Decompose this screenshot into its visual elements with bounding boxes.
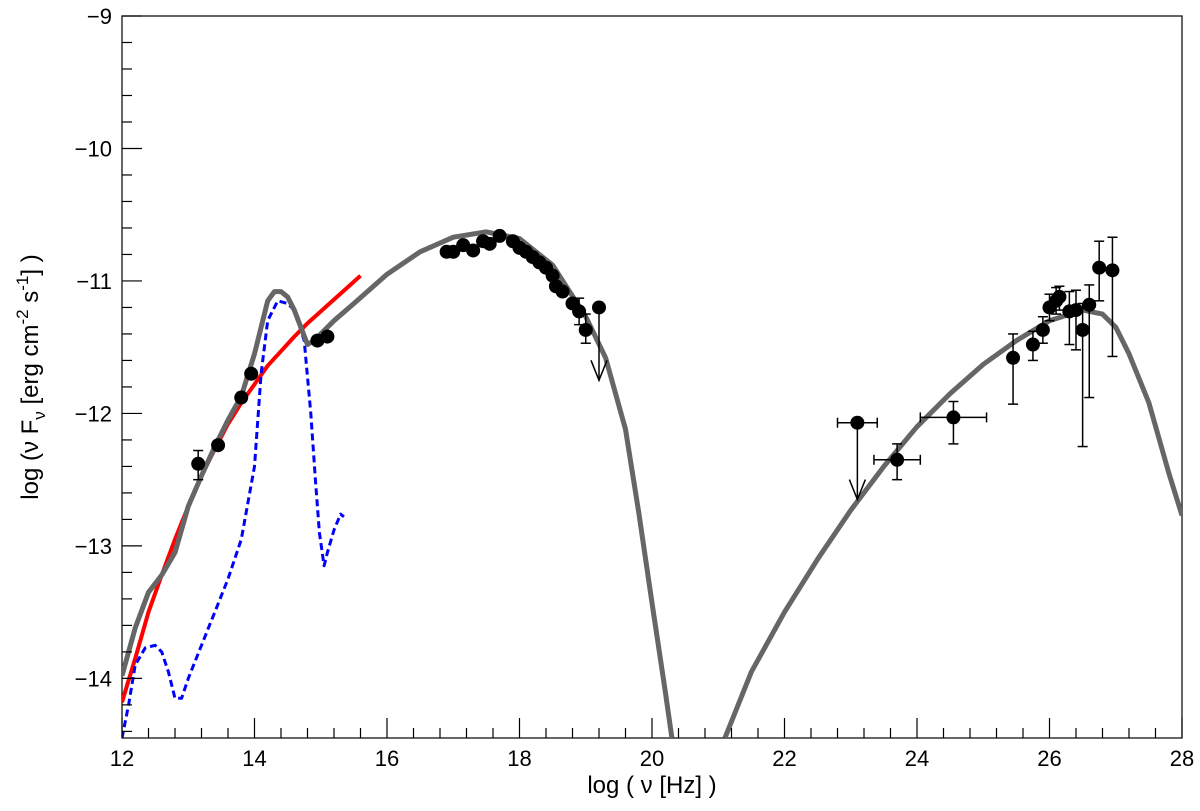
x-axis-label: log ( ν [Hz] ) [587, 772, 716, 799]
y-axis: −9 −10 −11 −12 −13 −14 [75, 4, 142, 732]
model-curve-1 [122, 299, 345, 738]
data-point-marker [191, 456, 206, 471]
y-tick-label: −9 [87, 4, 112, 29]
data-point [191, 449, 206, 481]
data-point [1082, 284, 1097, 399]
data-point [1025, 330, 1040, 362]
y-axis-label: log (ν Fν [erg cm-2 s-1] ) [13, 254, 49, 499]
data-points [191, 228, 1120, 502]
data-point-marker [545, 268, 560, 283]
data-point-marker [1006, 350, 1021, 365]
data-point-marker [1035, 322, 1050, 337]
data-point-marker [1069, 303, 1083, 318]
data-point [320, 329, 335, 344]
data-point-marker [234, 390, 249, 405]
data-point-marker [946, 410, 961, 425]
data-point-marker [1092, 260, 1107, 275]
data-point [482, 236, 497, 251]
data-point-marker [1105, 263, 1120, 278]
data-point [590, 300, 608, 383]
data-point [1092, 240, 1107, 302]
x-axis: 12 14 16 18 20 22 24 26 28 [110, 718, 1194, 771]
data-point-marker [572, 304, 587, 319]
data-point [545, 268, 560, 283]
data-point [1069, 289, 1083, 351]
data-point-marker [320, 329, 335, 344]
data-point-marker [1082, 297, 1097, 312]
x-tick-label: 12 [110, 746, 134, 771]
data-point-marker [578, 322, 593, 337]
data-point [1006, 333, 1021, 405]
data-point [466, 243, 481, 258]
data-point-marker [492, 228, 507, 243]
plot-frame [121, 15, 1183, 739]
data-point [492, 228, 507, 243]
data-point-marker [446, 244, 461, 259]
data-point-marker [211, 438, 226, 453]
data-point [578, 313, 593, 344]
data-point-marker [466, 243, 481, 258]
data-point [446, 244, 461, 259]
x-tick-label: 16 [375, 746, 399, 771]
x-tick-label: 24 [905, 746, 929, 771]
data-point-marker [850, 415, 865, 430]
data-point [836, 415, 878, 502]
y-tick-label: −11 [76, 269, 112, 294]
data-point [244, 366, 259, 381]
data-point [1105, 236, 1120, 358]
data-point-marker [1075, 322, 1090, 337]
x-tick-label: 20 [640, 746, 664, 771]
y-tick-label: −10 [75, 136, 112, 161]
data-point [1035, 315, 1050, 344]
data-point-marker [1052, 289, 1067, 304]
data-point-marker [890, 452, 905, 467]
data-point-marker [1025, 337, 1040, 352]
model-curves [122, 229, 1182, 738]
data-point [1052, 285, 1067, 311]
data-point [572, 297, 587, 326]
x-tick-label: 22 [772, 746, 796, 771]
data-point [1075, 302, 1090, 448]
data-point-marker [555, 284, 570, 299]
data-point [919, 400, 988, 445]
data-point-marker [592, 300, 606, 315]
x-tick-label: 26 [1037, 746, 1061, 771]
data-point [873, 443, 922, 481]
data-point [555, 284, 570, 299]
data-point-marker [244, 366, 259, 381]
y-tick-label: −12 [75, 401, 112, 426]
x-tick-label: 28 [1170, 746, 1194, 771]
model-curve-3 [722, 307, 1182, 738]
model-curve-2 [122, 229, 675, 738]
y-tick-label: −14 [75, 666, 112, 691]
data-point [234, 390, 249, 405]
x-tick-label: 14 [242, 746, 266, 771]
data-point [211, 438, 226, 453]
y-tick-label: −13 [75, 534, 112, 559]
data-point-marker [482, 236, 497, 251]
x-tick-label: 18 [507, 746, 531, 771]
